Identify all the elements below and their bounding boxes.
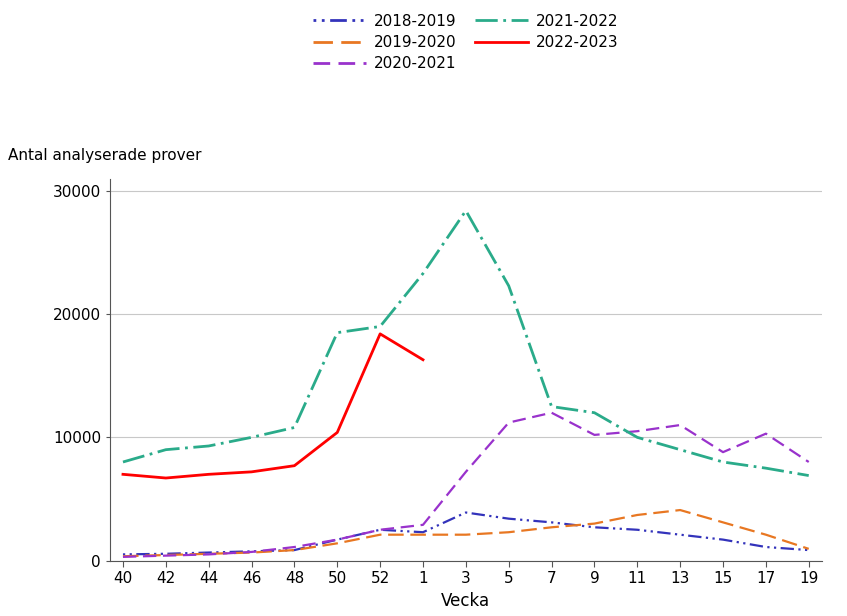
Legend: 2018-2019, 2019-2020, 2020-2021, 2021-2022, 2022-2023: 2018-2019, 2019-2020, 2020-2021, 2021-20… (313, 14, 619, 71)
X-axis label: Vecka: Vecka (441, 591, 490, 610)
Text: Antal analyserade prover: Antal analyserade prover (8, 148, 202, 163)
